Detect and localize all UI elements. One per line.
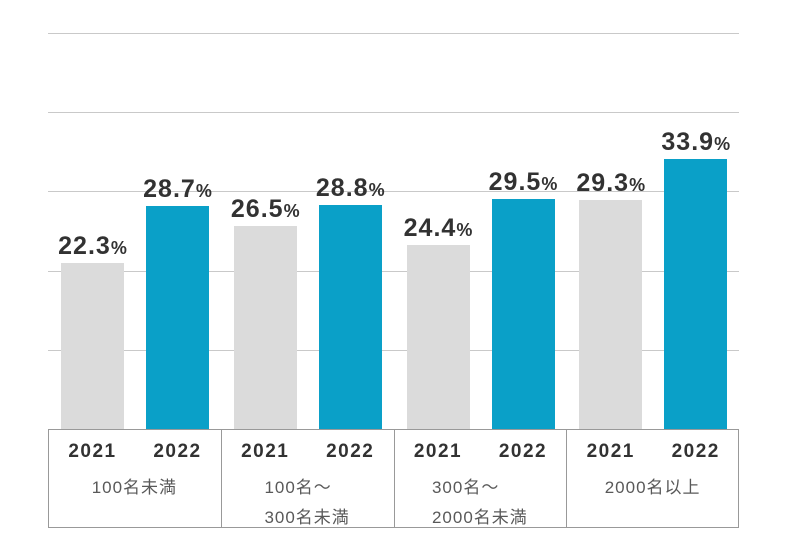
bar-2022-group3: [491, 198, 555, 429]
axis-section-divider: [566, 429, 568, 528]
gridline: [48, 33, 739, 34]
value-label: 26.5%: [212, 194, 319, 223]
bar-2021-group4: [579, 200, 643, 429]
value-number: 22.3: [58, 232, 111, 261]
percent-sign: %: [368, 179, 385, 200]
year-label-2022: 2022: [153, 441, 202, 462]
value-number: 29.3: [576, 169, 630, 198]
axis-section-divider: [393, 429, 395, 528]
gridline: [48, 270, 739, 272]
gridline: [48, 349, 739, 351]
value-label: 29.5%: [470, 167, 577, 196]
bar-2021-group2: [233, 225, 297, 429]
bar-2022-group2: [318, 204, 382, 429]
value-label: 22.3%: [39, 234, 146, 259]
gridline: [48, 112, 739, 114]
value-number: 33.9: [661, 128, 715, 156]
percent-sign: %: [110, 238, 127, 259]
percent-sign: %: [283, 200, 300, 221]
category-label-text: 100名未満: [92, 473, 177, 503]
category-label-text: 300名～ 2000名未満: [432, 473, 528, 533]
value-label: 28.8%: [297, 173, 404, 202]
year-label-2022: 2022: [498, 441, 548, 462]
year-label-2021: 2021: [586, 441, 635, 462]
category-line: 300名未満: [264, 508, 350, 527]
year-label-2022: 2022: [671, 441, 720, 462]
year-label-2021: 2021: [241, 441, 290, 462]
category-label-text: 2000名以上: [605, 473, 701, 503]
value-number: 28.8: [315, 173, 369, 202]
category-line: 2000名以上: [604, 478, 701, 497]
value-label: 24.4%: [385, 213, 492, 242]
percent-sign: %: [714, 134, 731, 154]
value-number: 29.5: [488, 167, 542, 196]
year-label-2022: 2022: [326, 441, 375, 462]
percent-sign: %: [541, 173, 558, 194]
bar-2022-group4: [664, 159, 728, 429]
axis-section-divider: [220, 429, 222, 528]
bar-2021-group1: [61, 263, 124, 429]
value-number: 28.7: [143, 174, 196, 203]
bar-2021-group3: [406, 244, 470, 429]
year-label-2021: 2021: [413, 441, 463, 462]
category-label: 300名～ 2000名未満: [394, 473, 567, 533]
value-label: 29.3%: [557, 171, 664, 196]
gridline: [48, 191, 739, 193]
bar-2022-group1: [146, 205, 209, 429]
value-label: 28.7%: [124, 174, 231, 203]
percent-sign: %: [195, 180, 212, 201]
year-label-2021: 2021: [68, 441, 117, 462]
value-number: 24.4: [403, 213, 457, 242]
value-number: 26.5: [230, 194, 284, 223]
category-line: 300名～: [431, 478, 500, 497]
value-label: 33.9%: [642, 130, 749, 155]
category-label: 100名～ 300名未満: [221, 473, 394, 533]
category-label: 2000名以上: [566, 473, 739, 503]
percent-sign: %: [629, 175, 646, 196]
category-label: 100名未満: [48, 473, 221, 503]
category-line: 100名～: [264, 478, 332, 497]
category-label-text: 100名～ 300名未満: [264, 473, 349, 533]
category-line: 2000名未満: [431, 508, 528, 527]
category-line: 100名未満: [91, 478, 178, 497]
percent-sign: %: [456, 219, 473, 240]
